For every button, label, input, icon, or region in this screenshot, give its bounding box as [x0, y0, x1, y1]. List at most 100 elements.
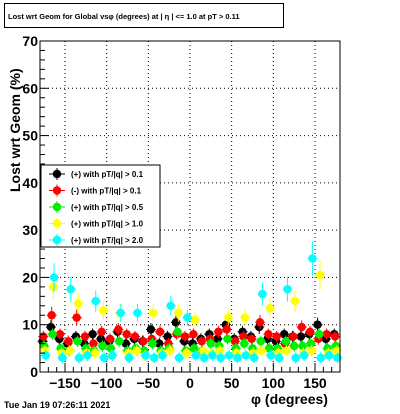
data-point: [324, 351, 334, 360]
data-point: [116, 308, 125, 318]
data-point: [274, 353, 284, 363]
x-tick-label: 100: [262, 375, 286, 391]
y-tick-label: 60: [22, 80, 38, 96]
data-point: [190, 315, 200, 325]
data-point: [114, 337, 124, 346]
data-point: [106, 344, 116, 353]
data-point: [222, 325, 231, 334]
data-point: [216, 353, 225, 363]
data-point: [49, 282, 58, 292]
data-point: [174, 353, 184, 363]
data-point: [258, 289, 267, 299]
data-point: [199, 353, 209, 363]
data-point: [266, 351, 275, 360]
x-tick-label: 150: [303, 375, 327, 391]
y-tick-label: 0: [30, 364, 38, 380]
data-point: [215, 346, 225, 355]
data-point: [174, 308, 183, 318]
data-point: [296, 332, 306, 341]
data-point: [58, 353, 67, 363]
data-point: [264, 344, 274, 353]
data-point: [313, 320, 322, 329]
data-point: [165, 346, 175, 355]
data-point: [180, 332, 190, 341]
data-point: [308, 254, 317, 263]
data-point: [73, 337, 82, 346]
data-point: [65, 346, 75, 355]
data-point: [149, 353, 159, 363]
y-tick-label: 50: [22, 128, 38, 144]
data-point: [197, 337, 206, 346]
legend-label: (-) with pT/|q| > 0.1: [71, 187, 142, 196]
data-point: [272, 332, 281, 341]
data-point: [166, 301, 175, 310]
data-point: [189, 329, 198, 339]
legend-label: (+) with pT/|q| > 0.5: [71, 203, 144, 212]
data-point: [306, 339, 316, 348]
data-point: [173, 327, 182, 337]
data-point: [91, 296, 100, 306]
data-point: [257, 346, 266, 355]
y-tick-label: 30: [22, 222, 38, 238]
data-point: [223, 334, 232, 344]
chart-title: Lost wrt Geom for Global vsφ (degrees) a…: [4, 3, 284, 28]
data-point: [141, 351, 150, 360]
data-point: [239, 332, 248, 341]
data-point: [315, 270, 325, 280]
data-point: [47, 311, 56, 320]
data-point: [122, 329, 131, 339]
data-point: [139, 337, 148, 346]
data-point: [158, 351, 167, 360]
data-point: [114, 325, 123, 334]
legend-label: (+) with pT/|q| > 1.0: [71, 220, 144, 229]
data-point: [72, 313, 81, 322]
data-point: [206, 339, 216, 348]
series-3: [39, 260, 342, 362]
data-point: [124, 353, 134, 363]
data-point: [88, 329, 97, 339]
data-point: [89, 339, 98, 348]
data-point: [133, 308, 142, 318]
data-point: [97, 327, 106, 337]
data-point: [281, 337, 291, 346]
data-point: [265, 303, 275, 313]
x-tick-label: −100: [91, 375, 123, 391]
data-point: [182, 348, 191, 358]
x-axis-label: φ (degrees): [251, 391, 328, 407]
data-point: [224, 313, 233, 322]
data-point: [230, 337, 240, 346]
x-tick-label: 0: [186, 375, 194, 391]
data-point: [108, 351, 117, 360]
data-point: [224, 351, 234, 360]
data-point: [249, 353, 259, 363]
data-point: [163, 332, 172, 341]
x-tick-label: −150: [49, 375, 81, 391]
data-point: [74, 299, 83, 308]
data-point: [171, 318, 181, 327]
data-point: [264, 329, 273, 339]
data-point: [99, 353, 109, 363]
legend-marker: [52, 169, 62, 179]
data-point: [255, 318, 265, 327]
data-points: [37, 241, 343, 364]
data-point: [208, 351, 217, 360]
data-point: [98, 341, 107, 351]
data-point: [289, 332, 298, 341]
data-point: [99, 306, 108, 315]
data-point: [132, 346, 141, 355]
data-point: [214, 327, 223, 337]
data-point: [199, 346, 208, 355]
data-point: [314, 329, 324, 339]
legend-label: (+) with pT/|q| > 0.1: [71, 170, 144, 179]
data-point: [233, 353, 242, 363]
legend-marker: [52, 186, 62, 195]
data-point: [256, 337, 266, 346]
data-point: [83, 351, 92, 360]
legend-marker: [52, 235, 62, 245]
data-point: [155, 339, 164, 348]
data-point: [66, 285, 75, 294]
timestamp: Tue Jan 19 07:26:11 2021: [4, 400, 111, 410]
data-point: [298, 341, 307, 351]
data-point: [96, 334, 106, 344]
